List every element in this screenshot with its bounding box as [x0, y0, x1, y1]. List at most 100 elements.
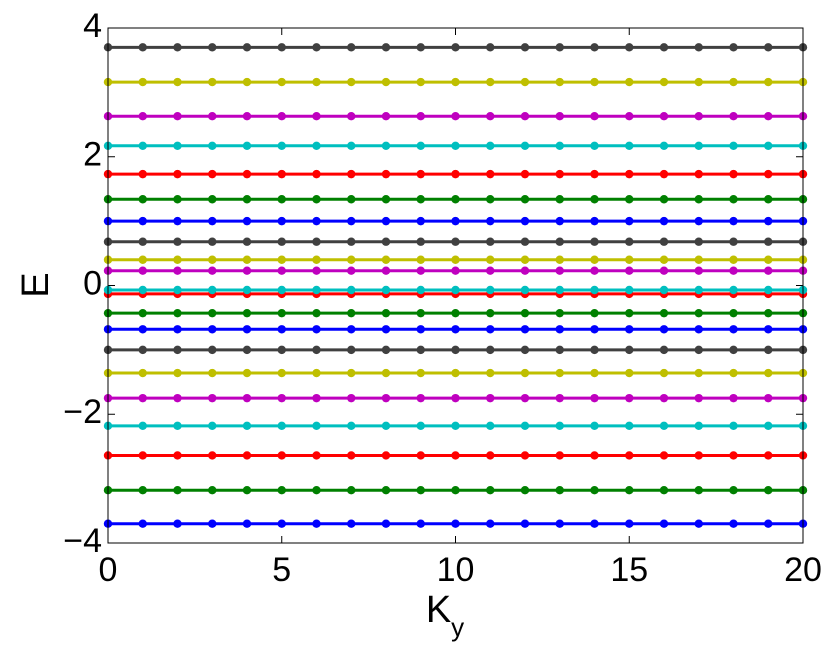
data-point [625, 77, 634, 87]
data-point [138, 451, 147, 460]
data-point [173, 216, 182, 226]
data-point [555, 325, 564, 334]
data-point [659, 255, 669, 264]
data-point [729, 451, 738, 460]
data-point [138, 368, 147, 378]
data-point [451, 345, 460, 355]
data-point [764, 345, 773, 355]
data-point [659, 195, 669, 204]
data-point [625, 519, 634, 528]
data-point [451, 421, 460, 431]
data-point [625, 216, 634, 226]
data-point [208, 216, 217, 226]
data-point [416, 451, 425, 460]
data-point [416, 325, 425, 334]
data-point [381, 486, 391, 495]
data-point [590, 451, 599, 460]
data-point [659, 77, 669, 87]
data-point [208, 325, 217, 334]
data-point [486, 325, 495, 334]
data-point [625, 237, 634, 246]
data-point [173, 421, 182, 431]
data-point [347, 237, 356, 246]
data-point [764, 421, 773, 431]
data-point [312, 237, 321, 246]
data-point [138, 285, 147, 295]
data-point [242, 451, 252, 460]
data-point [520, 266, 530, 275]
x-tick-label: 0 [99, 551, 118, 589]
data-point [381, 237, 391, 246]
data-point [312, 486, 321, 495]
data-point [625, 451, 634, 460]
data-point [486, 43, 495, 52]
data-point [694, 486, 703, 495]
data-point [208, 345, 217, 355]
data-point [242, 421, 252, 431]
data-point [451, 308, 460, 318]
y-tick-label: −4 [63, 522, 102, 560]
data-point [694, 421, 703, 431]
data-point [381, 216, 391, 226]
data-point [764, 216, 773, 226]
data-point [312, 216, 321, 226]
data-point [138, 195, 147, 204]
data-point [347, 216, 356, 226]
data-point [312, 266, 321, 275]
data-point [694, 325, 703, 334]
data-point [277, 195, 286, 204]
data-point [555, 451, 564, 460]
y-tick-label: 2 [83, 136, 102, 174]
data-point [277, 237, 286, 246]
data-point [312, 141, 321, 151]
data-point [694, 43, 703, 52]
data-point [694, 266, 703, 275]
data-point [659, 421, 669, 431]
data-point [277, 141, 286, 151]
data-point [764, 393, 773, 403]
data-point [208, 266, 217, 275]
x-axis-label: Ky [426, 589, 464, 642]
data-point [381, 141, 391, 151]
data-point [590, 421, 599, 431]
data-point [729, 255, 738, 264]
data-point [764, 111, 773, 121]
data-point [659, 345, 669, 355]
data-point [729, 266, 738, 275]
data-point [659, 237, 669, 246]
data-point [625, 169, 634, 179]
data-point [416, 43, 425, 52]
data-point [590, 141, 599, 151]
data-point [277, 486, 286, 495]
data-point [347, 519, 356, 528]
data-point [277, 43, 286, 52]
data-point [486, 169, 495, 179]
data-point [486, 141, 495, 151]
data-point [590, 308, 599, 318]
data-point [416, 393, 425, 403]
data-point [486, 486, 495, 495]
data-point [312, 111, 321, 121]
data-point [764, 195, 773, 204]
data-point [764, 255, 773, 264]
data-point [277, 368, 286, 378]
data-point [242, 237, 252, 246]
data-point [729, 486, 738, 495]
data-point [347, 325, 356, 334]
data-point [312, 421, 321, 431]
data-point [694, 451, 703, 460]
data-point [173, 325, 182, 334]
data-point [590, 519, 599, 528]
data-point [208, 519, 217, 528]
data-point [694, 195, 703, 204]
data-point [381, 308, 391, 318]
data-point [347, 255, 356, 264]
data-point [242, 216, 252, 226]
data-point [347, 141, 356, 151]
data-point [277, 451, 286, 460]
data-point [451, 141, 460, 151]
data-point [277, 285, 286, 295]
data-point [381, 43, 391, 52]
data-point [451, 237, 460, 246]
